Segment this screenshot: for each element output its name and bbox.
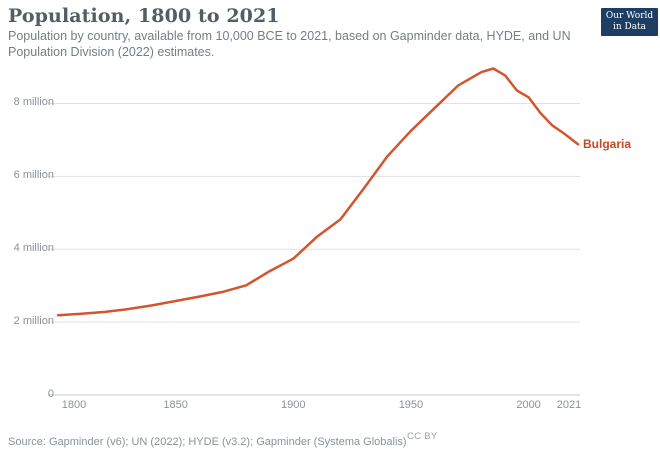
source-text: Source: Gapminder (v6); UN (2022); HYDE … [8,436,407,448]
x-axis-label: 1850 [163,399,188,411]
y-axis-label: 4 million [13,242,54,255]
x-axis-label: 2000 [516,399,541,411]
chart-subtitle: Population by country, available from 10… [8,29,571,60]
x-axis-label: 2021 [556,399,582,411]
owid-logo-line2: in Data [612,22,647,32]
series-line-bulgaria [56,67,580,317]
page-title: Population, 1800 to 2021 [8,5,280,27]
owid-logo-line1: Our World [605,10,654,21]
y-axis-label: 2 million [13,315,54,328]
entity-label: Bulgaria [583,137,632,152]
y-axis-label: 8 million [13,96,54,109]
x-axis-label: 1800 [61,399,87,411]
x-axis-label: 1900 [281,399,306,411]
y-axis-label: 6 million [13,169,54,182]
x-axis-label: 1950 [398,399,424,411]
license-badge: CC BY [407,431,438,442]
owid-logo: Our World in Data [601,8,658,36]
y-axis-label: 0 [47,388,54,400]
